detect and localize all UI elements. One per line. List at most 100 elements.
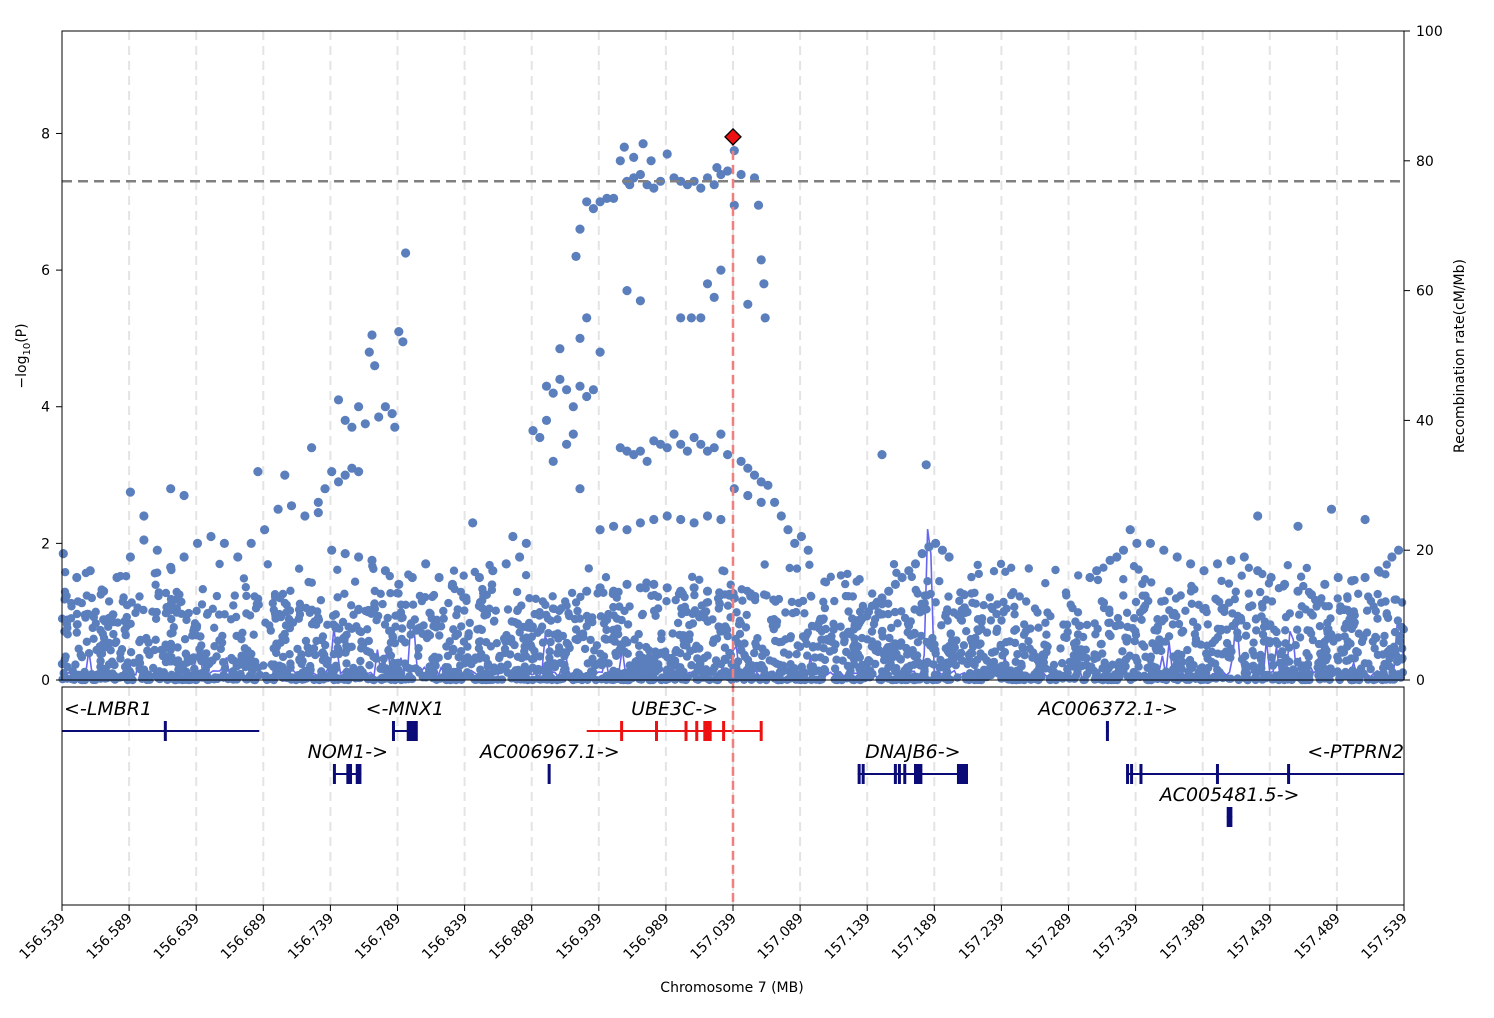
snp-point (1191, 639, 1200, 648)
snp-point (501, 559, 511, 569)
snp-point (696, 313, 706, 323)
lead-variant-layer (724, 127, 742, 905)
snp-point (360, 419, 370, 429)
snp-point (760, 560, 769, 569)
snp-point (571, 598, 581, 607)
gene-exon (547, 764, 551, 784)
gene-exon (919, 764, 923, 784)
snp-point (646, 156, 656, 166)
gene-exon (1229, 807, 1233, 827)
snp-point (327, 545, 337, 555)
snp-point (1385, 662, 1394, 671)
snp-point (367, 330, 377, 340)
snp-point (1113, 613, 1123, 623)
snp-point (1369, 602, 1378, 611)
snp-point (850, 620, 860, 630)
snp-point (241, 662, 250, 672)
snp-point (322, 659, 331, 669)
snp-point (1054, 670, 1064, 679)
snp-point (1291, 670, 1300, 679)
snp-point (840, 638, 849, 647)
snp-point (877, 593, 887, 603)
snp-point (1189, 661, 1198, 670)
snp-point (647, 591, 656, 600)
snp-point (318, 632, 328, 641)
snp-point (1118, 647, 1127, 656)
snp-point (910, 559, 921, 569)
snp-point (1091, 630, 1100, 639)
snp-point (825, 647, 834, 656)
snp-point (350, 577, 360, 586)
snp-point (917, 549, 927, 559)
snp-point (1338, 648, 1347, 657)
snp-point (595, 197, 605, 207)
snp-point (1153, 615, 1162, 624)
snp-point (768, 672, 777, 681)
snp-point (613, 668, 622, 677)
snp-point (989, 567, 999, 576)
snp-point (701, 607, 711, 616)
snp-point (1134, 662, 1143, 671)
snp-point (553, 615, 562, 624)
gene-track: <-LMBR1 <-MNX1 UBE3C-> AC006372.1-> NOM1-> AC… (62, 698, 1404, 827)
snp-point (109, 629, 118, 639)
snp-point (1187, 581, 1196, 591)
snp-point (966, 648, 976, 657)
snp-point (781, 608, 790, 617)
snp-point (1342, 656, 1351, 665)
snp-point (844, 607, 853, 616)
snp-point (442, 642, 451, 651)
snp-point (307, 443, 317, 453)
snp-point (1320, 579, 1330, 590)
snp-point (1308, 635, 1318, 645)
snp-point (533, 674, 542, 683)
snp-point (615, 602, 624, 611)
snp-point (355, 626, 364, 636)
snp-point (180, 635, 190, 644)
gene-exon (1105, 721, 1109, 741)
snp-point (1114, 672, 1124, 681)
snp-point (475, 654, 484, 663)
snp-point (622, 286, 632, 296)
snp-point (370, 586, 379, 596)
snp-point (1137, 615, 1146, 624)
snp-point (62, 591, 71, 601)
snp-point (1140, 642, 1149, 651)
snp-point (616, 647, 625, 656)
snp-point (941, 609, 951, 618)
snp-point (385, 626, 394, 635)
x-tick-label: 156.539 (17, 911, 69, 963)
snp-point (463, 672, 472, 681)
snp-point (937, 621, 946, 630)
x-tick-label: 156.739 (285, 911, 337, 963)
snp-point (579, 632, 588, 642)
snp-point (673, 618, 683, 628)
snp-point (1360, 514, 1370, 525)
snp-point (688, 619, 698, 628)
snp-point (280, 629, 289, 639)
snp-point (1334, 656, 1343, 665)
snp-point (573, 606, 582, 616)
snp-point (1354, 589, 1363, 598)
snp-point (602, 625, 611, 635)
snp-point (759, 590, 769, 599)
snp-point (1256, 662, 1266, 671)
snp-point (354, 604, 363, 614)
snp-point (760, 313, 770, 323)
snp-point (931, 598, 940, 607)
snp-point (743, 463, 753, 473)
snp-point (958, 656, 967, 665)
snp-point (476, 637, 485, 646)
snp-point (672, 646, 681, 655)
snp-point (545, 653, 554, 663)
snp-point (331, 610, 340, 619)
snp-point (1207, 647, 1217, 657)
x-tick-label: 156.839 (419, 911, 471, 963)
snp-point (272, 639, 281, 648)
snp-point (792, 564, 802, 573)
snp-point (198, 585, 207, 594)
snp-point (575, 333, 585, 343)
gene-label: NOM1-> (308, 741, 388, 763)
snp-point (192, 623, 201, 632)
